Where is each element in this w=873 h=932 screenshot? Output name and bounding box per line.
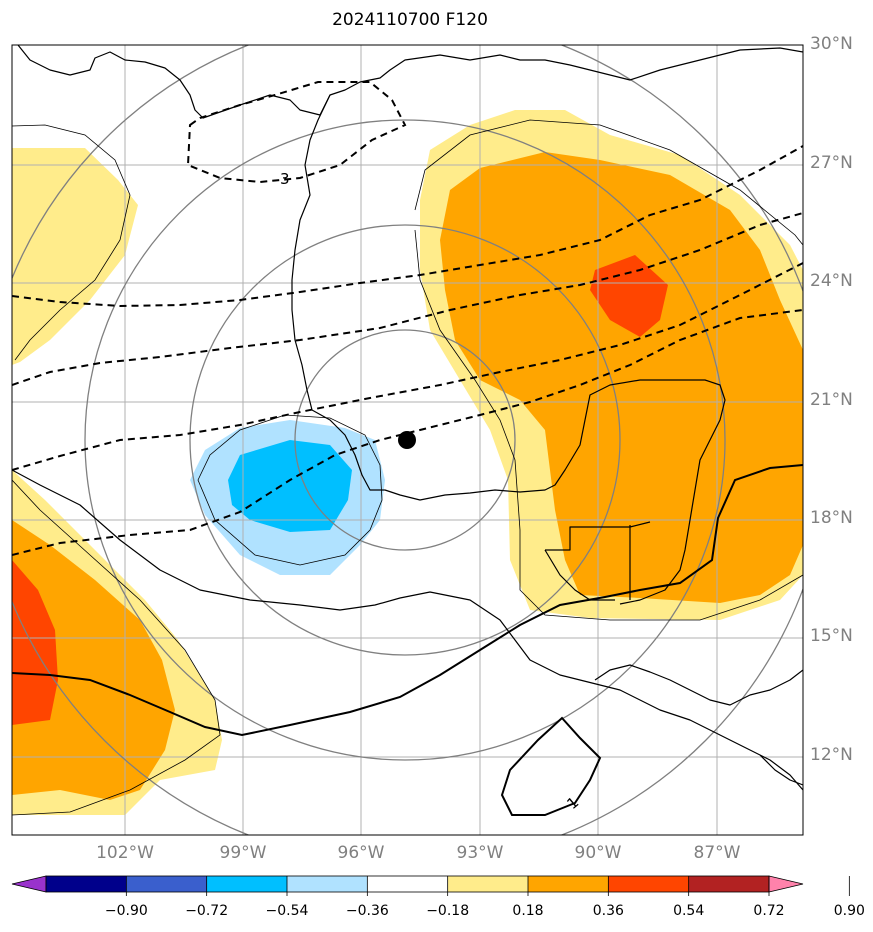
- lon-label-96w: 96°W: [337, 843, 385, 863]
- colorbar-tick-label: −0.54: [265, 903, 309, 919]
- colorbar: [11, 875, 850, 896]
- colorbar-segment: [688, 876, 770, 892]
- positive-anomaly-east: [420, 110, 803, 620]
- lon-label-102w: 102°W: [96, 843, 154, 863]
- colorbar-tick-label: −0.90: [104, 903, 148, 919]
- colorbar-segments: [46, 876, 770, 892]
- colorbar-segment: [206, 876, 288, 892]
- lat-label-15n: 15°N: [810, 626, 853, 646]
- colorbar-tick-label: 0.72: [753, 903, 785, 919]
- colorbar-segment: [528, 876, 609, 892]
- lon-label-93w: 93°W: [456, 843, 504, 863]
- colorbar-segment: [126, 876, 208, 892]
- map-title: 2024110700 F120: [332, 10, 488, 30]
- lon-label-87w: 87°W: [693, 843, 741, 863]
- center-marker: [398, 431, 416, 449]
- range-rings: [12, 45, 803, 835]
- positive-anomaly-west: [12, 148, 222, 815]
- lat-label-21n: 21°N: [810, 390, 853, 410]
- colorbar-segment: [367, 876, 449, 892]
- colorbar-tick-label: 0.54: [673, 903, 705, 919]
- lat-label-18n: 18°N: [810, 508, 853, 528]
- coastlines: [12, 45, 803, 791]
- colorbar-extend-high: [768, 875, 804, 893]
- colorbar-tick-label: −0.36: [345, 903, 389, 919]
- contour-label: 3: [280, 170, 290, 188]
- colorbar-segment: [46, 876, 127, 892]
- lat-label-24n: 24°N: [810, 271, 853, 291]
- colorbar-extend-low: [11, 875, 47, 893]
- colorbar-tick-label: 0.90: [833, 903, 865, 919]
- colorbar-segment: [447, 876, 529, 892]
- lon-label-99w: 99°W: [219, 843, 267, 863]
- colorbar-segment: [287, 876, 368, 892]
- colorbar-tick-label: 0.18: [512, 903, 544, 919]
- map-frame: [11, 44, 804, 836]
- lat-label-12n: 12°N: [810, 745, 853, 765]
- thick-contours: [12, 464, 803, 816]
- lat-label-27n: 27°N: [810, 153, 853, 173]
- lon-label-90w: 90°W: [574, 843, 622, 863]
- lat-label-30n: 30°N: [810, 34, 853, 54]
- colorbar-tick-label: −0.72: [185, 903, 229, 919]
- colorbar-tick-label: 0.36: [592, 903, 624, 919]
- colorbar-segment: [608, 876, 690, 892]
- negative-anomaly: [190, 420, 385, 575]
- colorbar-tick-label: −0.18: [426, 903, 470, 919]
